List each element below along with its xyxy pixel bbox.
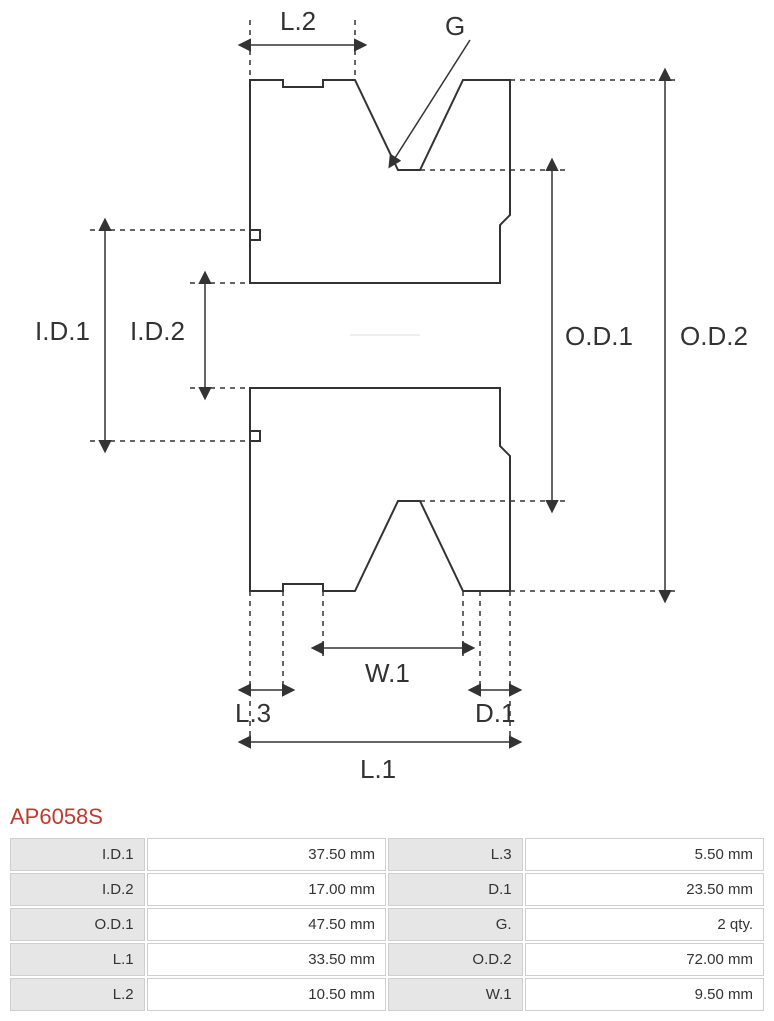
spec-value: 5.50 mm <box>525 838 764 871</box>
table-row: L.210.50 mmW.19.50 mm <box>10 978 764 1011</box>
label-l2: L.2 <box>280 6 316 36</box>
part-number-title: AP6058S <box>0 800 774 836</box>
spec-key: L.1 <box>10 943 145 976</box>
spec-value: 72.00 mm <box>525 943 764 976</box>
spec-value: 37.50 mm <box>147 838 386 871</box>
specifications-table: I.D.137.50 mmL.35.50 mmI.D.217.00 mmD.12… <box>8 836 766 1013</box>
label-od2: O.D.2 <box>680 321 748 351</box>
table-row: O.D.147.50 mmG.2 qty. <box>10 908 764 941</box>
spec-key: L.3 <box>388 838 523 871</box>
spec-key: L.2 <box>10 978 145 1011</box>
table-row: I.D.137.50 mmL.35.50 mm <box>10 838 764 871</box>
table-row: I.D.217.00 mmD.123.50 mm <box>10 873 764 906</box>
spec-value: 17.00 mm <box>147 873 386 906</box>
label-l3: L.3 <box>235 698 271 728</box>
table-row: L.133.50 mmO.D.272.00 mm <box>10 943 764 976</box>
pulley-cross-section-diagram: L.2 G O.D.2 O.D.1 I.D.1 I.D.2 W.1 L.3 D.… <box>0 0 774 800</box>
label-id2: I.D.2 <box>130 316 185 346</box>
label-g: G <box>445 11 465 41</box>
label-d1: D.1 <box>475 698 515 728</box>
label-w1: W.1 <box>365 658 410 688</box>
label-l1: L.1 <box>360 754 396 784</box>
label-id1: I.D.1 <box>35 316 90 346</box>
spec-value: 47.50 mm <box>147 908 386 941</box>
spec-value: 23.50 mm <box>525 873 764 906</box>
spec-key: G. <box>388 908 523 941</box>
spec-key: W.1 <box>388 978 523 1011</box>
spec-value: 9.50 mm <box>525 978 764 1011</box>
spec-key: I.D.1 <box>10 838 145 871</box>
label-od1: O.D.1 <box>565 321 633 351</box>
spec-value: 33.50 mm <box>147 943 386 976</box>
spec-key: O.D.1 <box>10 908 145 941</box>
spec-value: 2 qty. <box>525 908 764 941</box>
spec-key: O.D.2 <box>388 943 523 976</box>
spec-value: 10.50 mm <box>147 978 386 1011</box>
spec-key: I.D.2 <box>10 873 145 906</box>
spec-key: D.1 <box>388 873 523 906</box>
